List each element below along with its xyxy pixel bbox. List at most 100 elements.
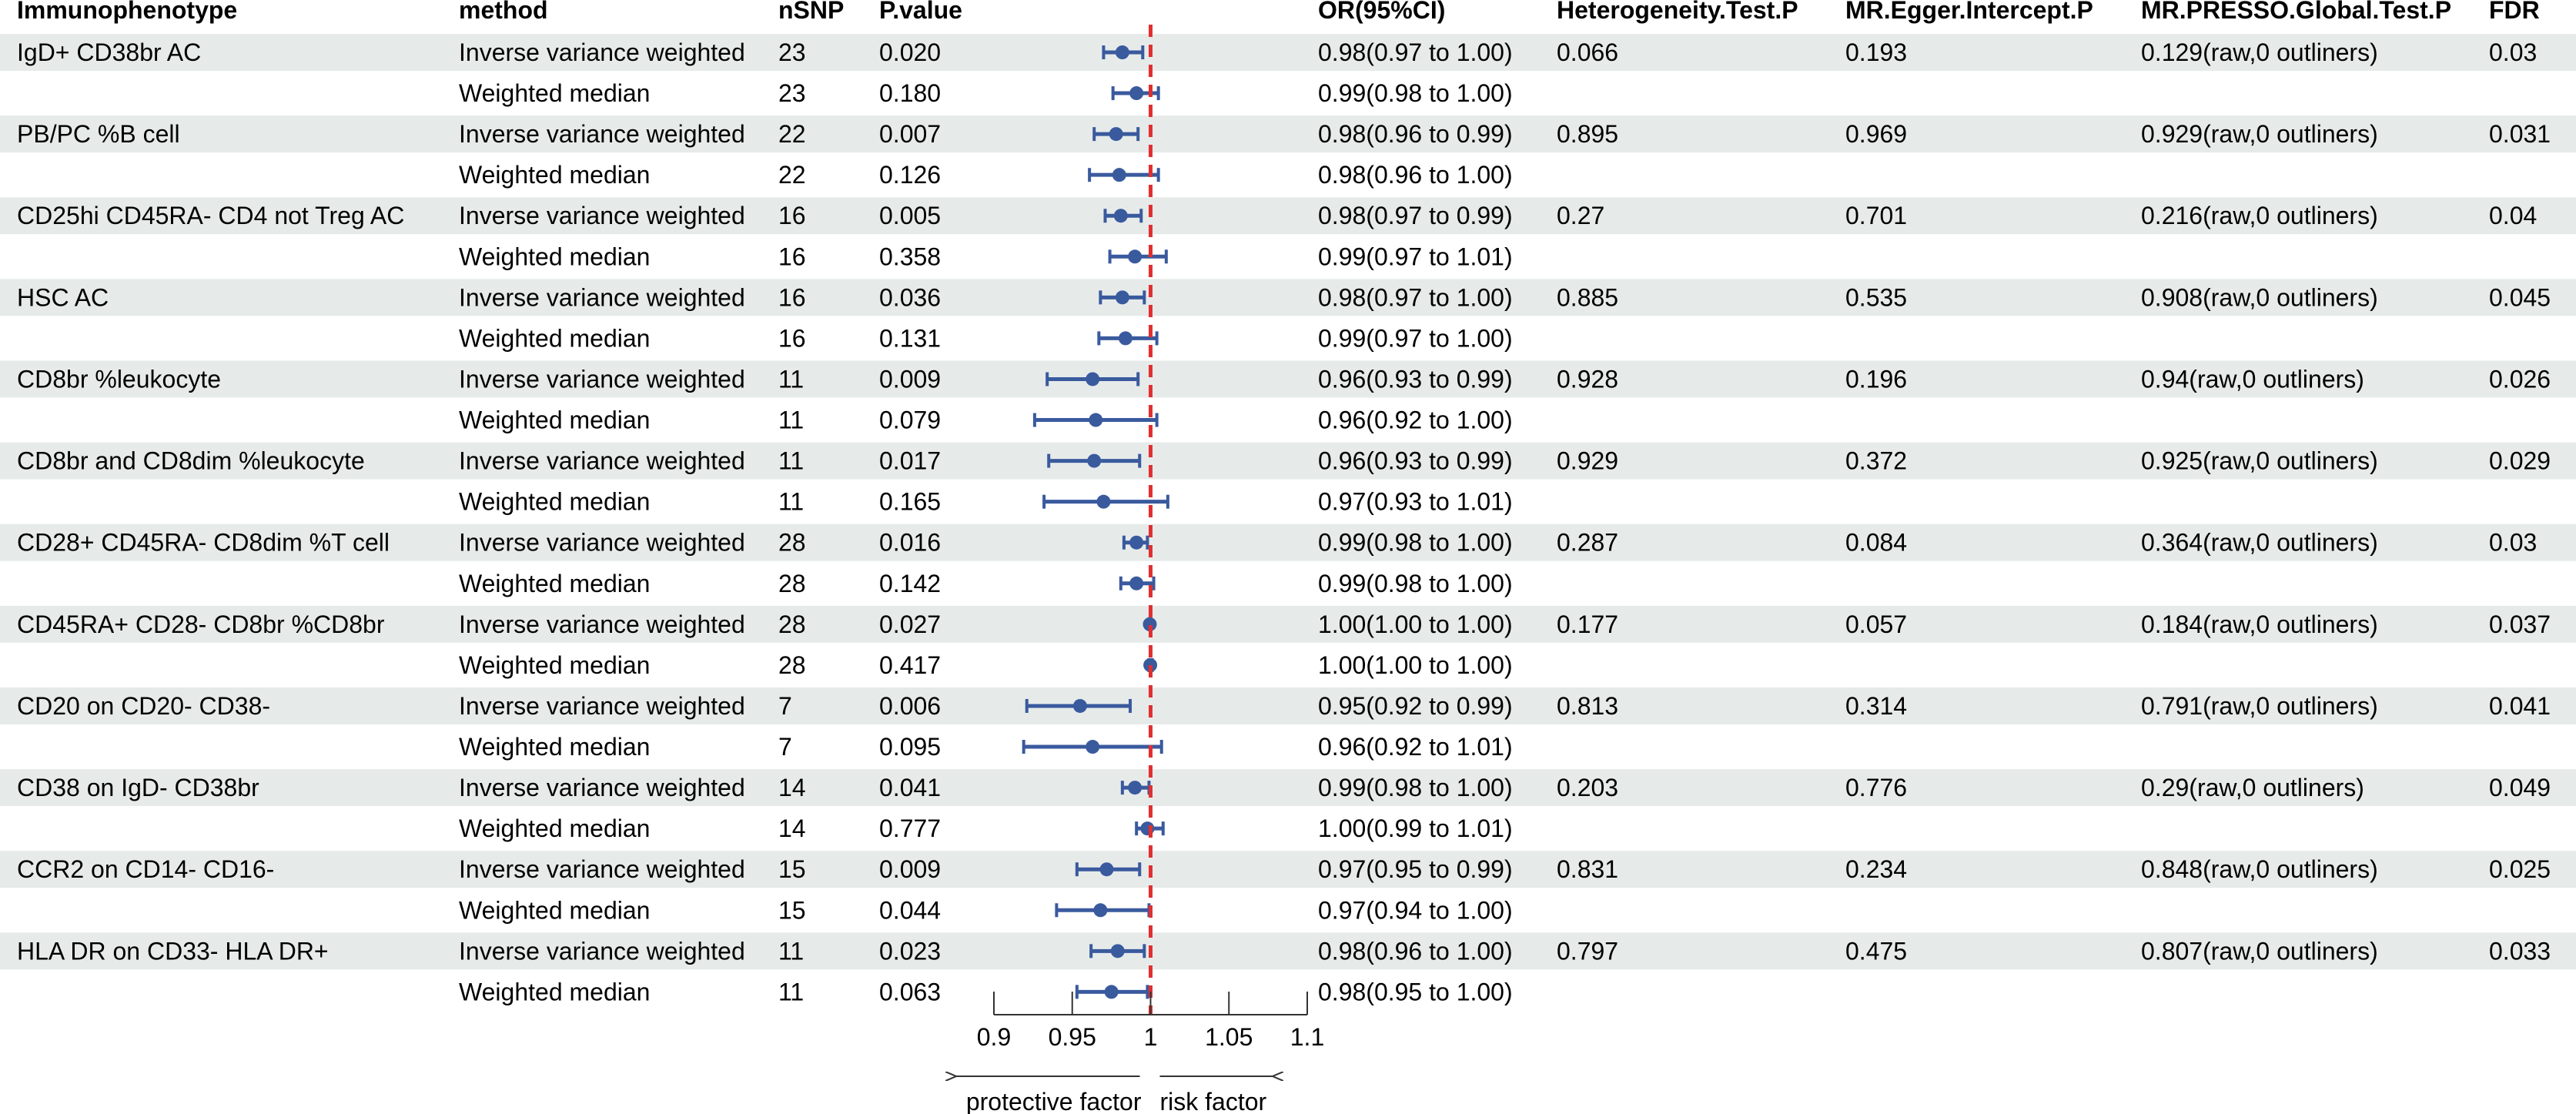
table-row: CD45RA+ CD28- CD8br %CD8br Inverse varian… [17,611,2551,638]
header-method: method [459,0,548,24]
or-point [1089,413,1103,427]
cell-or: 0.99(0.98 to 1.00) [1318,79,1513,107]
cell-nsnp: 11 [778,447,804,475]
cell-nsnp: 16 [778,202,806,229]
cell-method: Weighted median [459,896,650,924]
cell-method: Weighted median [459,733,650,761]
cell-pvalue: 0.020 [879,38,941,66]
cell-phenotype: IgD+ CD38br AC [17,38,201,66]
cell-or: 0.98(0.95 to 1.00) [1318,978,1513,1005]
or-point [1093,903,1108,918]
x-tick-label: 1.05 [1205,1023,1253,1051]
cell-presso: 0.925(raw,0 outliners) [2141,447,2378,475]
or-point [1086,740,1100,754]
cell-phenotype: CD8br and CD8dim %leukocyte [17,447,365,475]
table-row: PB/PC %B cell Inverse variance weighted 22… [17,120,2551,148]
cell-egger: 0.314 [1845,692,1907,720]
cell-method: Inverse variance weighted [459,120,745,148]
cell-fdr: 0.049 [2489,774,2551,801]
table-row: Weighted median 15 0.044 0.97(0.94 to 1.00) [459,896,1513,924]
cell-heterogeneity: 0.287 [1557,529,1618,557]
cell-pvalue: 0.023 [879,937,941,965]
table-row: Weighted median 28 0.417 1.00(1.00 to 1.00) [459,651,1513,679]
column-headers: Immunophenotype method nSNP P.value OR(95%CI… [17,0,2540,24]
table-row: Weighted median 16 0.358 0.99(0.97 to 1.01) [459,243,1513,270]
cell-nsnp: 28 [778,611,806,638]
cell-pvalue: 0.016 [879,529,941,557]
cell-pvalue: 0.017 [879,447,941,475]
cell-pvalue: 0.165 [879,488,941,516]
cell-method: Inverse variance weighted [459,365,745,393]
cell-pvalue: 0.009 [879,365,941,393]
table-row: Weighted median 7 0.095 0.96(0.92 to 1.01) [459,733,1513,761]
cell-heterogeneity: 0.203 [1557,774,1618,801]
cell-or: 0.98(0.96 to 1.00) [1318,937,1513,965]
or-point [1128,781,1142,795]
cell-or: 0.99(0.98 to 1.00) [1318,529,1513,557]
table-row: HLA DR on CD33- HLA DR+ Inverse variance … [17,937,2551,965]
or-point [1118,331,1132,346]
table-row: CD28+ CD45RA- CD8dim %T cell Inverse vari… [17,529,2537,557]
table-row: Weighted median 14 0.777 1.00(0.99 to 1.01) [459,815,1513,842]
row-band [0,360,2576,398]
cell-or: 0.97(0.93 to 1.01) [1318,488,1513,516]
cell-phenotype: CD38 on IgD- CD38br [17,774,259,801]
or-point [1110,944,1125,958]
cell-nsnp: 16 [778,283,806,311]
cell-method: Weighted median [459,815,650,842]
cell-phenotype: CD8br %leukocyte [17,365,221,393]
row-band [0,34,2576,71]
cell-nsnp: 28 [778,651,806,679]
or-point [1086,372,1100,386]
cell-nsnp: 7 [778,733,792,761]
cell-fdr: 0.03 [2489,38,2537,66]
table-row: Weighted median 11 0.063 0.98(0.95 to 1.00) [459,978,1513,1005]
cell-nsnp: 7 [778,692,792,720]
cell-fdr: 0.03 [2489,529,2537,557]
cell-egger: 0.234 [1845,855,1907,883]
cell-heterogeneity: 0.797 [1557,937,1618,965]
cell-nsnp: 28 [778,570,806,597]
cell-nsnp: 15 [778,896,806,924]
cell-or: 0.98(0.97 to 1.00) [1318,38,1513,66]
cell-or: 0.96(0.92 to 1.00) [1318,406,1513,434]
cell-method: Weighted median [459,243,650,270]
cell-pvalue: 0.777 [879,815,941,842]
cell-fdr: 0.031 [2489,120,2551,148]
or-point [1104,985,1119,999]
cell-pvalue: 0.095 [879,733,941,761]
cell-method: Weighted median [459,651,650,679]
cell-nsnp: 16 [778,324,806,352]
cell-presso: 0.908(raw,0 outliners) [2141,283,2378,311]
row-bands [0,34,2576,970]
cell-phenotype: HLA DR on CD33- HLA DR+ [17,937,329,965]
cell-or: 0.98(0.97 to 1.00) [1318,283,1513,311]
row-band [0,524,2576,561]
cell-or: 1.00(1.00 to 1.00) [1318,611,1513,638]
cell-pvalue: 0.009 [879,855,941,883]
row-band [0,605,2576,643]
cell-nsnp: 11 [778,937,804,965]
table-row: CD38 on IgD- CD38br Inverse variance weig… [17,774,2551,801]
or-point [1115,45,1129,59]
header-fdr: FDR [2489,0,2540,24]
or-point [1128,249,1142,264]
cell-nsnp: 28 [778,529,806,557]
cell-egger: 0.057 [1845,611,1907,638]
cell-presso: 0.364(raw,0 outliners) [2141,529,2378,557]
cell-nsnp: 11 [778,365,804,393]
cell-nsnp: 23 [778,38,806,66]
row-band [0,932,2576,970]
x-tick-label: 1.1 [1290,1023,1324,1051]
cell-egger: 0.475 [1845,937,1907,965]
or-point [1087,453,1102,468]
x-tick-label: 0.9 [977,1023,1011,1051]
row-band [0,769,2576,807]
cell-nsnp: 23 [778,79,806,107]
cell-pvalue: 0.126 [879,161,941,189]
cell-heterogeneity: 0.27 [1557,202,1604,229]
cell-presso: 0.129(raw,0 outliners) [2141,38,2378,66]
cell-nsnp: 22 [778,120,806,148]
or-point [1072,698,1087,713]
